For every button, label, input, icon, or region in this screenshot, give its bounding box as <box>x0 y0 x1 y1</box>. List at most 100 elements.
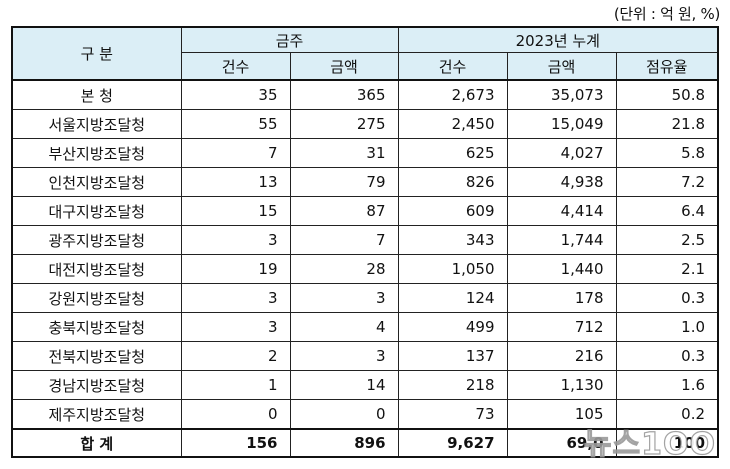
table-row: 강원지방조달청 3 3 124 178 0.3 <box>11 283 719 313</box>
table-row: 서울지방조달청 55 275 2,450 15,049 21.8 <box>11 109 719 139</box>
cell-cum-count: 826 <box>397 167 508 197</box>
cell-office-name: 광주지방조달청 <box>11 225 182 255</box>
cell-week-count: 7 <box>180 138 291 168</box>
header-this-week: 금주 <box>180 26 399 53</box>
cell-office-name: 제주지방조달청 <box>11 399 182 430</box>
procurement-table: 구 분 금주 2023년 누계 건수 금액 건수 금액 점유율 본 청 35 365… <box>11 26 720 458</box>
cell-office-name: 강원지방조달청 <box>11 283 182 313</box>
cell-week-count: 0 <box>180 399 291 430</box>
cell-share: 1.0 <box>615 312 719 342</box>
cell-cum-amount: 35,073 <box>506 79 617 110</box>
table-body: 본 청 35 365 2,673 35,073 50.8 서울지방조달청 55 275 2,450… <box>11 79 719 458</box>
cell-cum-count: 2,673 <box>397 79 508 110</box>
cell-cum-count: 218 <box>397 370 508 400</box>
cell-cum-count: 499 <box>397 312 508 342</box>
cell-cum-amount: 1,130 <box>506 370 617 400</box>
cell-cum-amount: 178 <box>506 283 617 313</box>
cell-week-amount: 4 <box>289 312 399 342</box>
table-row: 인천지방조달청 13 79 826 4,938 7.2 <box>11 167 719 197</box>
cell-week-amount: 3 <box>289 341 399 371</box>
header-cum-count: 건수 <box>397 52 508 81</box>
total-row: 합 계 156 896 9,627 69,0 100 <box>11 428 719 458</box>
cell-week-count: 1 <box>180 370 291 400</box>
cell-cum-amount: 15,049 <box>506 109 617 139</box>
cell-cum-amount: 1,744 <box>506 225 617 255</box>
cell-week-count: 3 <box>180 312 291 342</box>
header-week-count: 건수 <box>180 52 291 81</box>
cell-cum-amount: 216 <box>506 341 617 371</box>
cell-cum-count: 625 <box>397 138 508 168</box>
cell-cum-amount: 105 <box>506 399 617 430</box>
cell-week-amount: 87 <box>289 196 399 226</box>
cell-office-name: 본 청 <box>11 79 182 110</box>
cell-cum-count: 2,450 <box>397 109 508 139</box>
header-week-amount: 금액 <box>289 52 399 81</box>
cell-share: 2.5 <box>615 225 719 255</box>
cell-office-name: 충북지방조달청 <box>11 312 182 342</box>
header-division: 구 분 <box>11 26 182 81</box>
table-row: 광주지방조달청 3 7 343 1,744 2.5 <box>11 225 719 255</box>
cell-office-name: 대구지방조달청 <box>11 196 182 226</box>
cell-cum-count: 609 <box>397 196 508 226</box>
header-cumulative: 2023년 누계 <box>397 26 719 53</box>
cell-week-count: 2 <box>180 341 291 371</box>
cell-office-name: 경남지방조달청 <box>11 370 182 400</box>
cell-cum-amount: 4,938 <box>506 167 617 197</box>
cell-week-amount: 0 <box>289 399 399 430</box>
cell-cum-amount: 4,027 <box>506 138 617 168</box>
table-row: 본 청 35 365 2,673 35,073 50.8 <box>11 79 719 110</box>
cell-week-amount: 31 <box>289 138 399 168</box>
cell-share: 21.8 <box>615 109 719 139</box>
cell-week-count: 35 <box>180 79 291 110</box>
total-cell-cum-count: 9,627 <box>397 428 508 458</box>
table-row: 충북지방조달청 3 4 499 712 1.0 <box>11 312 719 342</box>
total-cell-cum-amount: 69,0 <box>506 428 617 458</box>
table-row: 부산지방조달청 7 31 625 4,027 5.8 <box>11 138 719 168</box>
total-cell-week-count: 156 <box>180 428 291 458</box>
cell-week-amount: 3 <box>289 283 399 313</box>
cell-week-count: 13 <box>180 167 291 197</box>
cell-week-amount: 275 <box>289 109 399 139</box>
cell-cum-count: 343 <box>397 225 508 255</box>
cell-week-count: 3 <box>180 225 291 255</box>
cell-week-count: 55 <box>180 109 291 139</box>
cell-share: 6.4 <box>615 196 719 226</box>
cell-office-name: 대전지방조달청 <box>11 254 182 284</box>
cell-cum-amount: 1,440 <box>506 254 617 284</box>
table-row: 경남지방조달청 1 14 218 1,130 1.6 <box>11 370 719 400</box>
cell-office-name: 부산지방조달청 <box>11 138 182 168</box>
cell-share: 2.1 <box>615 254 719 284</box>
cell-week-amount: 14 <box>289 370 399 400</box>
cell-share: 1.6 <box>615 370 719 400</box>
cell-share: 0.3 <box>615 283 719 313</box>
table-row: 제주지방조달청 0 0 73 105 0.2 <box>11 399 719 430</box>
cell-cum-amount: 712 <box>506 312 617 342</box>
cell-share: 7.2 <box>615 167 719 197</box>
cell-office-name: 서울지방조달청 <box>11 109 182 139</box>
cell-cum-count: 124 <box>397 283 508 313</box>
total-cell-week-amount: 896 <box>289 428 399 458</box>
cell-office-name: 전북지방조달청 <box>11 341 182 371</box>
cell-cum-count: 1,050 <box>397 254 508 284</box>
table-row: 전북지방조달청 2 3 137 216 0.3 <box>11 341 719 371</box>
cell-week-amount: 365 <box>289 79 399 110</box>
cell-cum-count: 137 <box>397 341 508 371</box>
cell-week-amount: 7 <box>289 225 399 255</box>
cell-cum-amount: 4,414 <box>506 196 617 226</box>
cell-week-amount: 79 <box>289 167 399 197</box>
cell-total-label: 합 계 <box>11 428 182 458</box>
cell-share: 0.3 <box>615 341 719 371</box>
cell-share: 50.8 <box>615 79 719 110</box>
header-cum-amount: 금액 <box>506 52 617 81</box>
cell-week-count: 3 <box>180 283 291 313</box>
cell-week-count: 19 <box>180 254 291 284</box>
watermark-logo: 뉴스1OO <box>583 426 716 462</box>
cell-week-count: 15 <box>180 196 291 226</box>
cell-office-name: 인천지방조달청 <box>11 167 182 197</box>
table-row: 대구지방조달청 15 87 609 4,414 6.4 <box>11 196 719 226</box>
header-share: 점유율 <box>615 52 719 81</box>
table-row: 대전지방조달청 19 28 1,050 1,440 2.1 <box>11 254 719 284</box>
cell-cum-count: 73 <box>397 399 508 430</box>
unit-note: (단위 : 억 원, %) <box>613 5 720 23</box>
cell-share: 0.2 <box>615 399 719 430</box>
